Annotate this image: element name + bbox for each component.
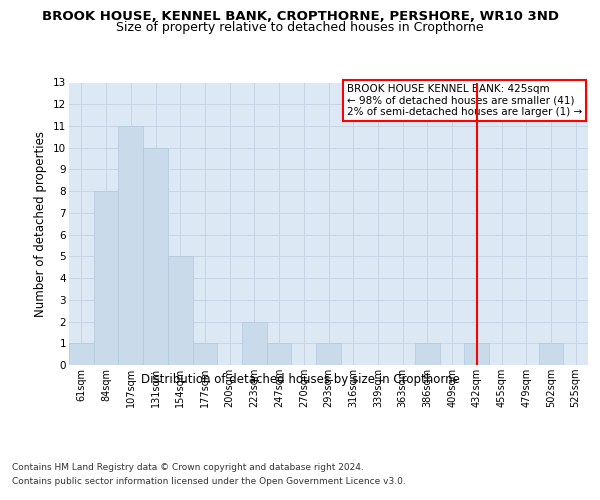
Text: Contains public sector information licensed under the Open Government Licence v3: Contains public sector information licen… <box>12 477 406 486</box>
Bar <box>168 256 193 365</box>
Bar <box>539 344 563 365</box>
Bar <box>464 344 489 365</box>
Text: BROOK HOUSE KENNEL BANK: 425sqm
← 98% of detached houses are smaller (41)
2% of : BROOK HOUSE KENNEL BANK: 425sqm ← 98% of… <box>347 84 582 117</box>
Bar <box>415 344 440 365</box>
Bar <box>316 344 341 365</box>
Bar <box>143 148 168 365</box>
Text: Contains HM Land Registry data © Crown copyright and database right 2024.: Contains HM Land Registry data © Crown c… <box>12 464 364 472</box>
Text: BROOK HOUSE, KENNEL BANK, CROPTHORNE, PERSHORE, WR10 3ND: BROOK HOUSE, KENNEL BANK, CROPTHORNE, PE… <box>41 10 559 23</box>
Bar <box>267 344 292 365</box>
Bar <box>242 322 267 365</box>
Bar <box>118 126 143 365</box>
Text: Size of property relative to detached houses in Cropthorne: Size of property relative to detached ho… <box>116 21 484 34</box>
Text: Distribution of detached houses by size in Cropthorne: Distribution of detached houses by size … <box>140 372 460 386</box>
Bar <box>193 344 217 365</box>
Bar <box>94 191 118 365</box>
Bar <box>69 344 94 365</box>
Y-axis label: Number of detached properties: Number of detached properties <box>34 130 47 317</box>
